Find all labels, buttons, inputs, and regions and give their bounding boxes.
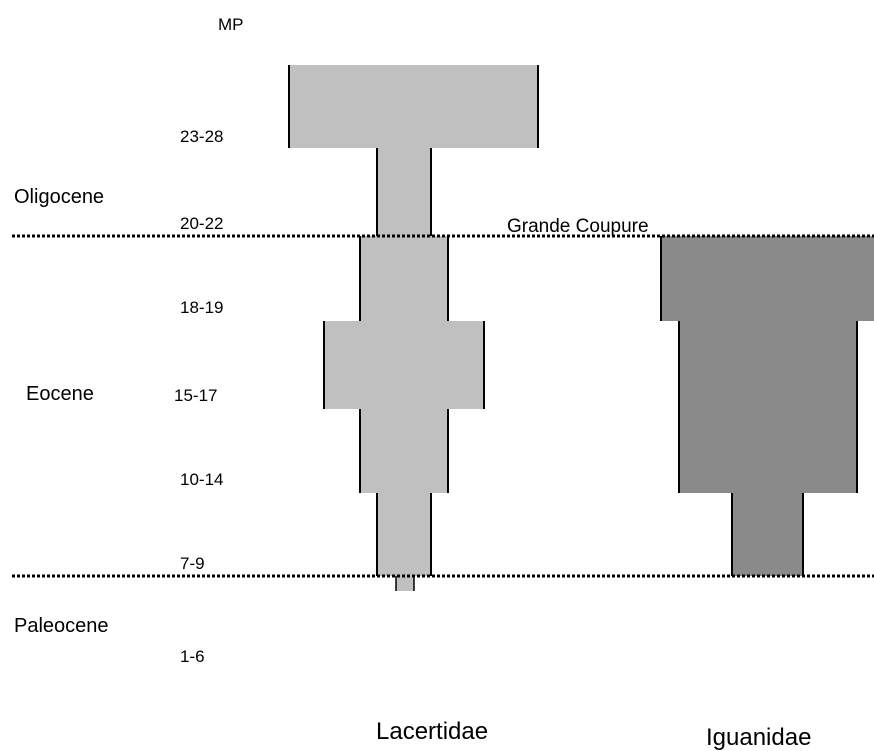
epoch-paleocene: Paleocene [14, 615, 109, 637]
iguanidae-spindle [660, 236, 874, 576]
taxon-lacertidae: Lacertidae [376, 718, 488, 745]
lacertidae-bar-15-17 [324, 321, 484, 409]
mp-label-20-22: 20-22 [180, 214, 223, 233]
iguanidae-bar-10-17 [679, 321, 857, 493]
mp-label-18-19: 18-19 [180, 298, 223, 317]
mp-label-15-17: 15-17 [174, 386, 217, 405]
grande-coupure-label: Grande Coupure [507, 216, 649, 237]
lacertidae-bar-1-6 [396, 576, 414, 591]
mp-label-1-6: 1-6 [180, 647, 205, 666]
lacertidae-bar-7-9 [377, 493, 431, 576]
mp-label-10-14: 10-14 [180, 470, 223, 489]
iguanidae-bar-7-9 [732, 493, 803, 576]
iguanidae-bar-18-19 [661, 236, 874, 321]
lacertidae-bar-23-28 [289, 65, 538, 148]
lacertidae-bar-20-22 [377, 148, 431, 236]
epoch-oligocene: Oligocene [14, 186, 104, 208]
lacertidae-bar-18-19 [360, 236, 448, 321]
mp-header: MP [218, 15, 244, 34]
taxon-iguanidae: Iguanidae [706, 724, 811, 751]
mp-label-23-28: 23-28 [180, 127, 223, 146]
lacertidae-bar-10-14 [360, 409, 448, 493]
epoch-eocene: Eocene [26, 383, 94, 405]
mp-label-7-9: 7-9 [180, 554, 205, 573]
lacertidae-spindle [288, 65, 539, 591]
